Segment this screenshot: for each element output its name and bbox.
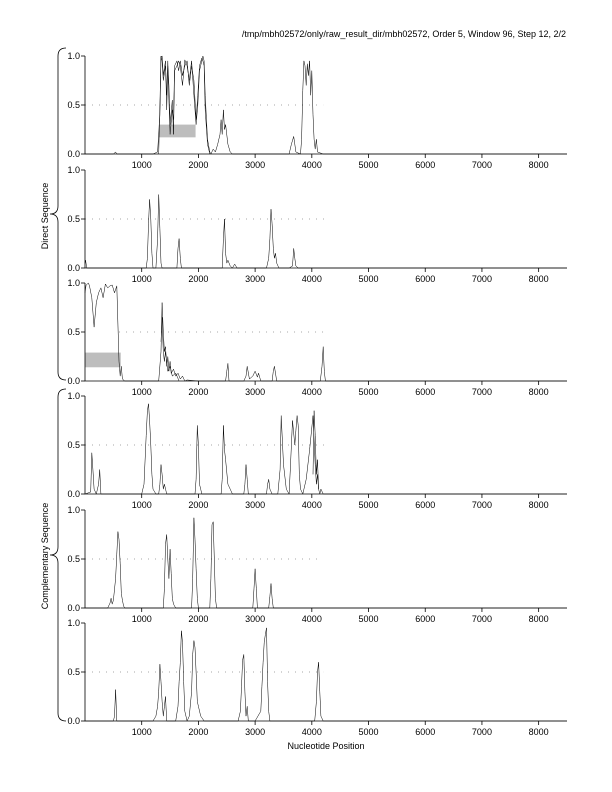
x-tick-label: 3000	[245, 614, 265, 624]
x-tick-label: 3000	[245, 160, 265, 170]
profile-trace	[84, 194, 567, 269]
panel-4: 1000 2000 3000 4000 5000 6000 7000 8000 0.0 0.5 1.…	[67, 391, 567, 510]
axis-frame	[84, 510, 567, 609]
y-tick-label: 0.0	[67, 716, 80, 726]
x-tick-label: 2000	[188, 500, 208, 510]
x-tick-label: 8000	[529, 387, 549, 397]
x-tick-label: 7000	[472, 274, 492, 284]
shaded-region-1	[85, 352, 121, 368]
x-tick-label: 2000	[188, 387, 208, 397]
figure-title: /tmp/mbh02572/only/raw_result_dir/mbh025…	[242, 29, 566, 39]
y-tick-label: 0.0	[67, 149, 80, 159]
profile-trace-secondary	[312, 410, 319, 490]
x-tick-label: 7000	[472, 160, 492, 170]
y-tick-label: 0.0	[67, 376, 80, 386]
y-tick-label: 1.0	[67, 391, 80, 401]
panel-5: 1000 2000 3000 4000 5000 6000 7000 8000 0.0 0.5 1.…	[67, 505, 567, 624]
panel-3: 1000 2000 3000 4000 5000 6000 7000 8000 0.0 0.5 1.…	[67, 278, 567, 397]
panel-2: 1000 2000 3000 4000 5000 6000 7000 8000 0.0 0.5 1.…	[67, 165, 567, 284]
x-tick-label: 3000	[245, 727, 265, 737]
y-tick-label: 0.5	[67, 327, 80, 337]
y-tick-label: 1.0	[67, 505, 80, 515]
x-axis-label: Nucleotide Position	[287, 741, 364, 751]
axis-frame	[84, 623, 567, 722]
x-tick-label: 1000	[132, 160, 152, 170]
y-tick-label: 1.0	[67, 165, 80, 175]
y-tick-label: 1.0	[67, 278, 80, 288]
x-tick-label: 8000	[529, 727, 549, 737]
x-tick-label: 4000	[302, 274, 322, 284]
x-tick-label: 8000	[529, 614, 549, 624]
x-tick-label: 5000	[359, 387, 379, 397]
profile-trace	[85, 627, 567, 722]
x-tick-label: 7000	[472, 727, 492, 737]
y-tick-label: 1.0	[67, 51, 80, 61]
x-tick-label: 4000	[302, 387, 322, 397]
x-tick-label: 7000	[472, 614, 492, 624]
x-tick-label: 2000	[188, 614, 208, 624]
profile-trace	[84, 403, 567, 495]
x-tick-label: 4000	[302, 160, 322, 170]
x-tick-label: 4000	[302, 500, 322, 510]
panel-1: 1000 2000 3000 4000 5000 6000 7000 8000 0.0 0.5 1.…	[67, 51, 567, 170]
x-tick-label: 6000	[415, 160, 435, 170]
y-tick-label: 0.5	[67, 667, 80, 677]
y-tick-label: 0.5	[67, 100, 80, 110]
x-tick-label: 8000	[529, 274, 549, 284]
complementary-sequence-brace	[49, 388, 67, 722]
profile-trace	[85, 55, 567, 155]
x-tick-label: 5000	[359, 160, 379, 170]
complementary-sequence-label: Complementary Sequence	[40, 503, 50, 610]
x-tick-label: 3000	[245, 387, 265, 397]
x-tick-label: 5000	[359, 727, 379, 737]
direct-sequence-brace	[49, 47, 67, 381]
panels-group: 1000 2000 3000 4000 5000 6000 7000 8000 0.0 0.5 1.…	[67, 51, 567, 737]
x-tick-label: 5000	[359, 500, 379, 510]
profile-trace	[84, 282, 567, 382]
x-tick-label: 5000	[359, 614, 379, 624]
x-tick-label: 7000	[472, 387, 492, 397]
axis-frame	[84, 56, 567, 155]
x-tick-label: 1000	[132, 387, 152, 397]
profile-trace-secondary	[160, 317, 180, 382]
x-tick-label: 6000	[415, 727, 435, 737]
x-tick-label: 3000	[245, 500, 265, 510]
y-tick-label: 0.5	[67, 440, 80, 450]
x-tick-label: 8000	[529, 500, 549, 510]
x-tick-label: 6000	[415, 614, 435, 624]
x-tick-label: 6000	[415, 274, 435, 284]
x-tick-label: 1000	[132, 614, 152, 624]
profile-trace-secondary	[158, 55, 211, 155]
x-tick-label: 2000	[188, 160, 208, 170]
y-tick-label: 0.5	[67, 214, 80, 224]
x-tick-label: 2000	[188, 274, 208, 284]
x-tick-label: 6000	[415, 387, 435, 397]
x-tick-label: 2000	[188, 727, 208, 737]
x-tick-label: 5000	[359, 274, 379, 284]
x-tick-label: 6000	[415, 500, 435, 510]
x-tick-label: 1000	[132, 274, 152, 284]
y-tick-label: 0.0	[67, 489, 80, 499]
x-tick-label: 4000	[302, 614, 322, 624]
x-tick-label: 3000	[245, 274, 265, 284]
x-tick-label: 1000	[132, 727, 152, 737]
y-tick-label: 0.0	[67, 603, 80, 613]
x-tick-label: 4000	[302, 727, 322, 737]
panel-6: 1000 2000 3000 4000 5000 6000 7000 8000 0.0 0.5 1.…	[67, 618, 567, 737]
y-tick-label: 0.5	[67, 554, 80, 564]
y-tick-label: 0.0	[67, 263, 80, 273]
x-tick-label: 1000	[132, 500, 152, 510]
x-tick-label: 8000	[529, 160, 549, 170]
y-tick-label: 1.0	[67, 618, 80, 628]
direct-sequence-label: Direct Sequence	[40, 183, 50, 250]
x-tick-label: 7000	[472, 500, 492, 510]
shaded-region-1	[158, 124, 196, 138]
profile-trace	[85, 517, 567, 609]
